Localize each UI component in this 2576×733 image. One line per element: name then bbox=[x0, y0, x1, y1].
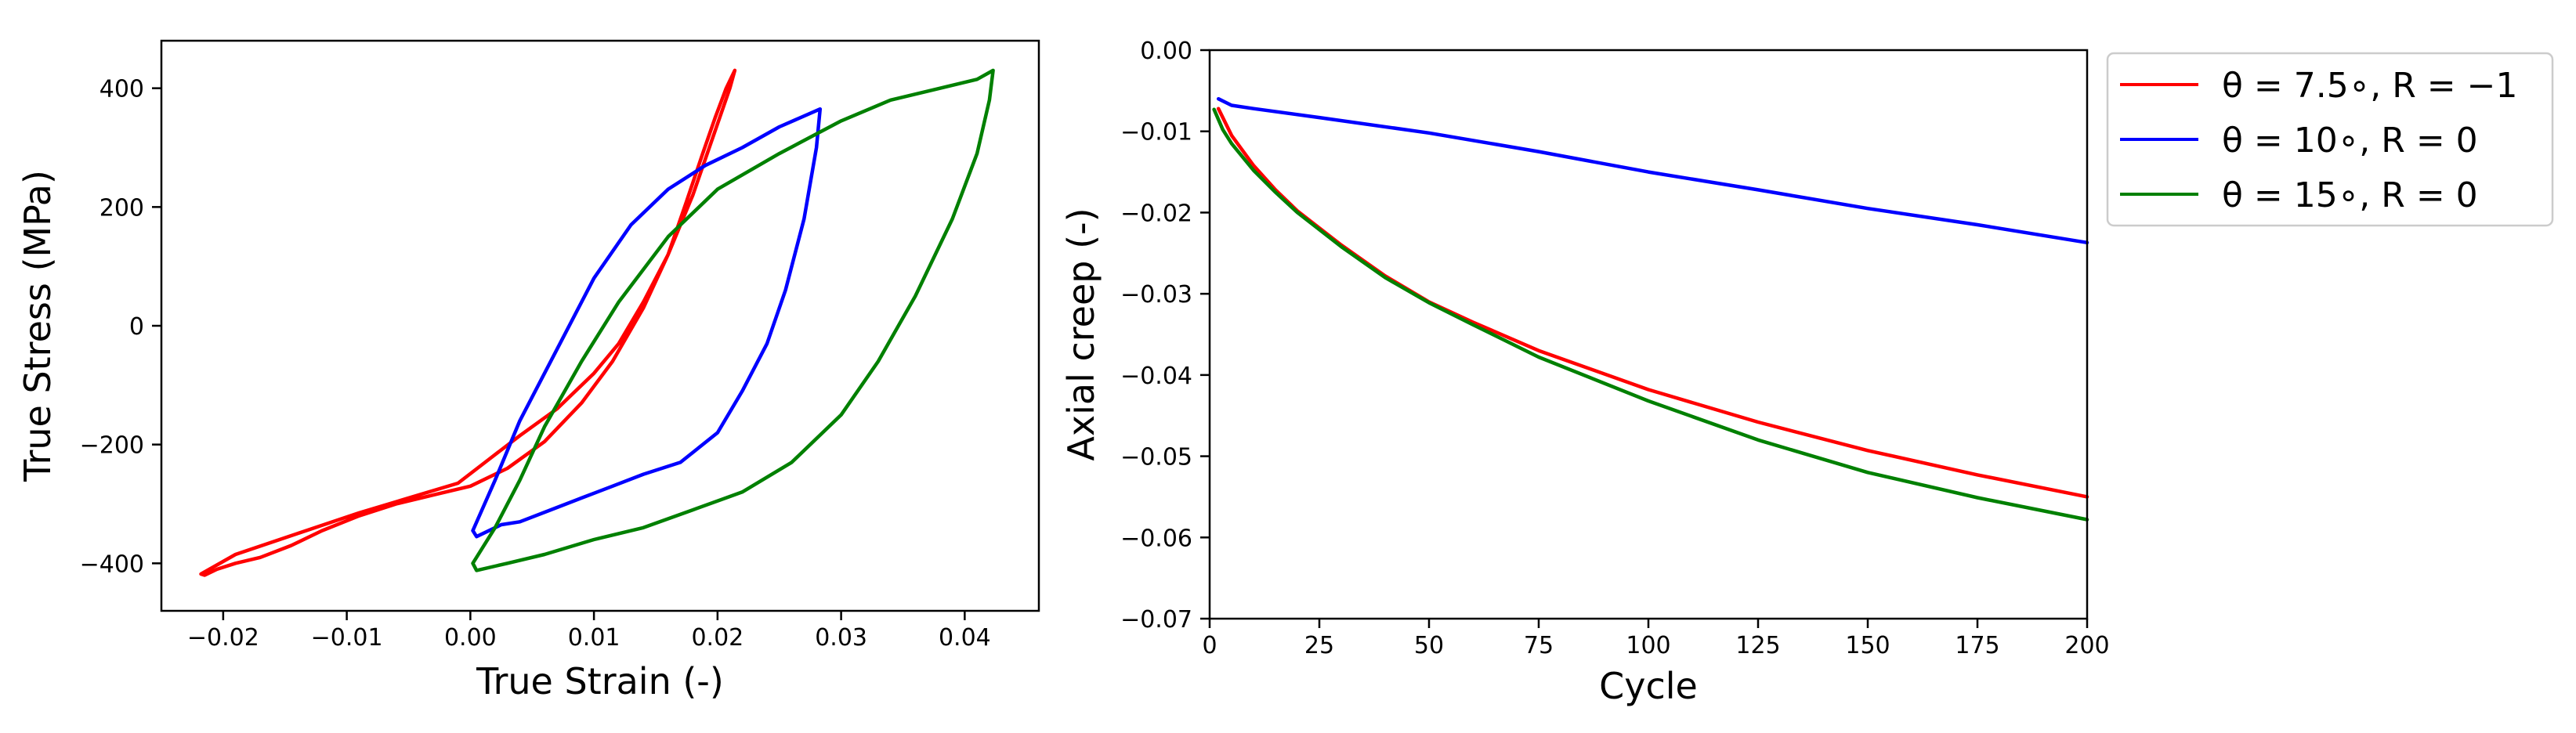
x-tick-label: −0.01 bbox=[311, 624, 383, 652]
x-tick-label: 0 bbox=[1202, 632, 1217, 659]
x-tick-label: 0.02 bbox=[691, 624, 743, 652]
y-tick-label: −0.07 bbox=[1120, 606, 1192, 634]
x-tick-label: 50 bbox=[1414, 632, 1444, 659]
y-tick-label: 0.00 bbox=[1140, 38, 1192, 65]
x-tick-label: 200 bbox=[2064, 632, 2109, 659]
stress-strain-xticks: −0.02 −0.01 0.00 0.01 0.02 0.03 0.04 bbox=[187, 611, 991, 652]
legend: θ = 7.5∘, R = −1 θ = 10∘, R = 0 θ = 15∘,… bbox=[2106, 52, 2554, 227]
x-tick-label: 75 bbox=[1524, 632, 1554, 659]
y-tick-label: −0.04 bbox=[1120, 363, 1192, 390]
stress-strain-xlabel: True Strain (-) bbox=[476, 660, 724, 702]
legend-frame bbox=[2106, 52, 2554, 227]
series-line-0 bbox=[1216, 107, 2089, 499]
legend-label-theta-15: θ = 15∘, R = 0 bbox=[2222, 175, 2478, 215]
y-tick-label: −0.02 bbox=[1120, 200, 1192, 227]
legend-label-theta-10: θ = 10∘, R = 0 bbox=[2222, 121, 2478, 161]
y-tick-label: −400 bbox=[80, 551, 144, 578]
axial-creep-yticks: 0.00 −0.01 −0.02 −0.03 −0.04 −0.05 −0.06 −0.07 bbox=[1120, 38, 1210, 634]
series-line-0 bbox=[199, 68, 737, 577]
x-tick-label: 125 bbox=[1735, 632, 1780, 659]
x-tick-label: 175 bbox=[1955, 632, 1999, 659]
axial-creep-xticks: 0 25 50 75 100 125 150 175 200 bbox=[1202, 619, 2110, 659]
legend-entry-theta-7-5: θ = 7.5∘, R = −1 bbox=[2120, 66, 2518, 106]
y-tick-label: 0 bbox=[129, 313, 144, 341]
axial-creep-xlabel: Cycle bbox=[1599, 665, 1698, 707]
y-tick-label: −200 bbox=[80, 432, 144, 460]
y-tick-label: −0.06 bbox=[1120, 525, 1192, 552]
series-line-2 bbox=[1212, 107, 2089, 522]
stress-strain-yticks: −400 −200 0 200 400 bbox=[80, 76, 161, 578]
legend-label-theta-7-5: θ = 7.5∘, R = −1 bbox=[2222, 66, 2518, 106]
stress-strain-plot-frame bbox=[160, 39, 1040, 612]
legend-entry-theta-15: θ = 15∘, R = 0 bbox=[2120, 175, 2478, 215]
y-tick-label: 400 bbox=[99, 76, 144, 103]
x-tick-label: 0.00 bbox=[444, 624, 497, 652]
y-tick-label: −0.01 bbox=[1120, 119, 1192, 146]
x-tick-label: −0.02 bbox=[187, 624, 259, 652]
y-tick-label: 200 bbox=[99, 194, 144, 222]
stress-strain-ylabel: True Stress (MPa) bbox=[16, 170, 59, 482]
stress-strain-chart: −0.02 −0.01 0.00 0.01 0.02 0.03 0.04 −400 −200 0… bbox=[16, 39, 1040, 702]
y-tick-label: −0.03 bbox=[1120, 281, 1192, 309]
x-tick-label: 0.04 bbox=[939, 624, 991, 652]
x-tick-label: 150 bbox=[1845, 632, 1890, 659]
stress-strain-series-layer bbox=[199, 68, 995, 577]
x-tick-label: 0.01 bbox=[568, 624, 620, 652]
series-line-1 bbox=[1216, 96, 2089, 245]
axial-creep-chart: 0 25 50 75 100 125 150 175 200 0.00 −0.01 −0.02 −0.… bbox=[1060, 38, 2110, 707]
series-line-1 bbox=[471, 107, 823, 539]
x-tick-label: 25 bbox=[1304, 632, 1334, 659]
axial-creep-plot-frame bbox=[1208, 49, 2089, 620]
axial-creep-series-layer bbox=[1212, 96, 2089, 522]
x-tick-label: 100 bbox=[1626, 632, 1670, 659]
y-tick-label: −0.05 bbox=[1120, 444, 1192, 471]
series-line-2 bbox=[471, 68, 995, 572]
legend-entry-theta-10: θ = 10∘, R = 0 bbox=[2120, 121, 2478, 161]
x-tick-label: 0.03 bbox=[815, 624, 867, 652]
axial-creep-ylabel: Axial creep (-) bbox=[1060, 208, 1102, 460]
